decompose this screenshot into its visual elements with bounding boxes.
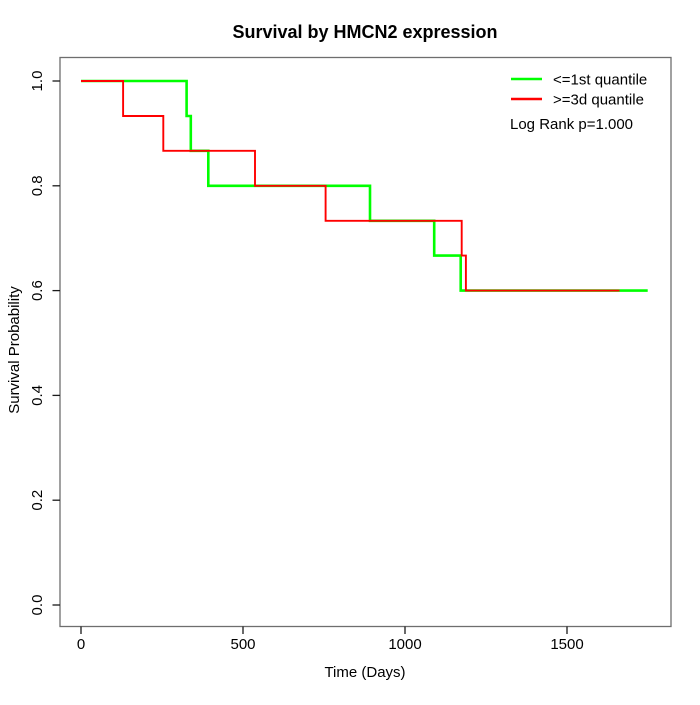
y-axis-tick-label: 1.0 <box>29 71 46 92</box>
legend-label-first-quantile: <=1st quantile <box>553 72 647 89</box>
curves-layer <box>81 79 648 292</box>
y-axis-tick-label: 0.8 <box>29 175 46 196</box>
x-axis-tick-label: 1000 <box>388 636 421 653</box>
y-axis-tick-label: 0.4 <box>29 385 46 406</box>
x-axis-tick-label: 1500 <box>550 636 583 653</box>
plot-box <box>59 56 672 628</box>
x-axis-tick-label: 500 <box>230 636 255 653</box>
y-axis-label: Survival Probability <box>6 286 23 414</box>
y-axis-tick-label: 0.0 <box>29 595 46 616</box>
y-axis-tick-label: 0.6 <box>29 280 46 301</box>
survival-curve-first-quantile <box>81 79 648 292</box>
axis-layer: 0 500 1000 1500 0.0 0.2 0.4 0.6 0.8 1.0 <box>29 71 584 653</box>
y-axis-tick-label: 0.2 <box>29 490 46 511</box>
x-axis-tick-label: 0 <box>77 636 85 653</box>
log-rank-annotation: Log Rank p=1.000 <box>510 116 633 133</box>
legend-label-third-quantile: >=3d quantile <box>553 92 644 109</box>
survival-curve-third-quantile <box>81 80 620 292</box>
legend: <=1st quantile >=3d quantile Log Rank p=… <box>510 72 647 134</box>
x-axis-label: Time (Days) <box>324 664 405 681</box>
chart-title: Survival by HMCN2 expression <box>232 22 497 42</box>
